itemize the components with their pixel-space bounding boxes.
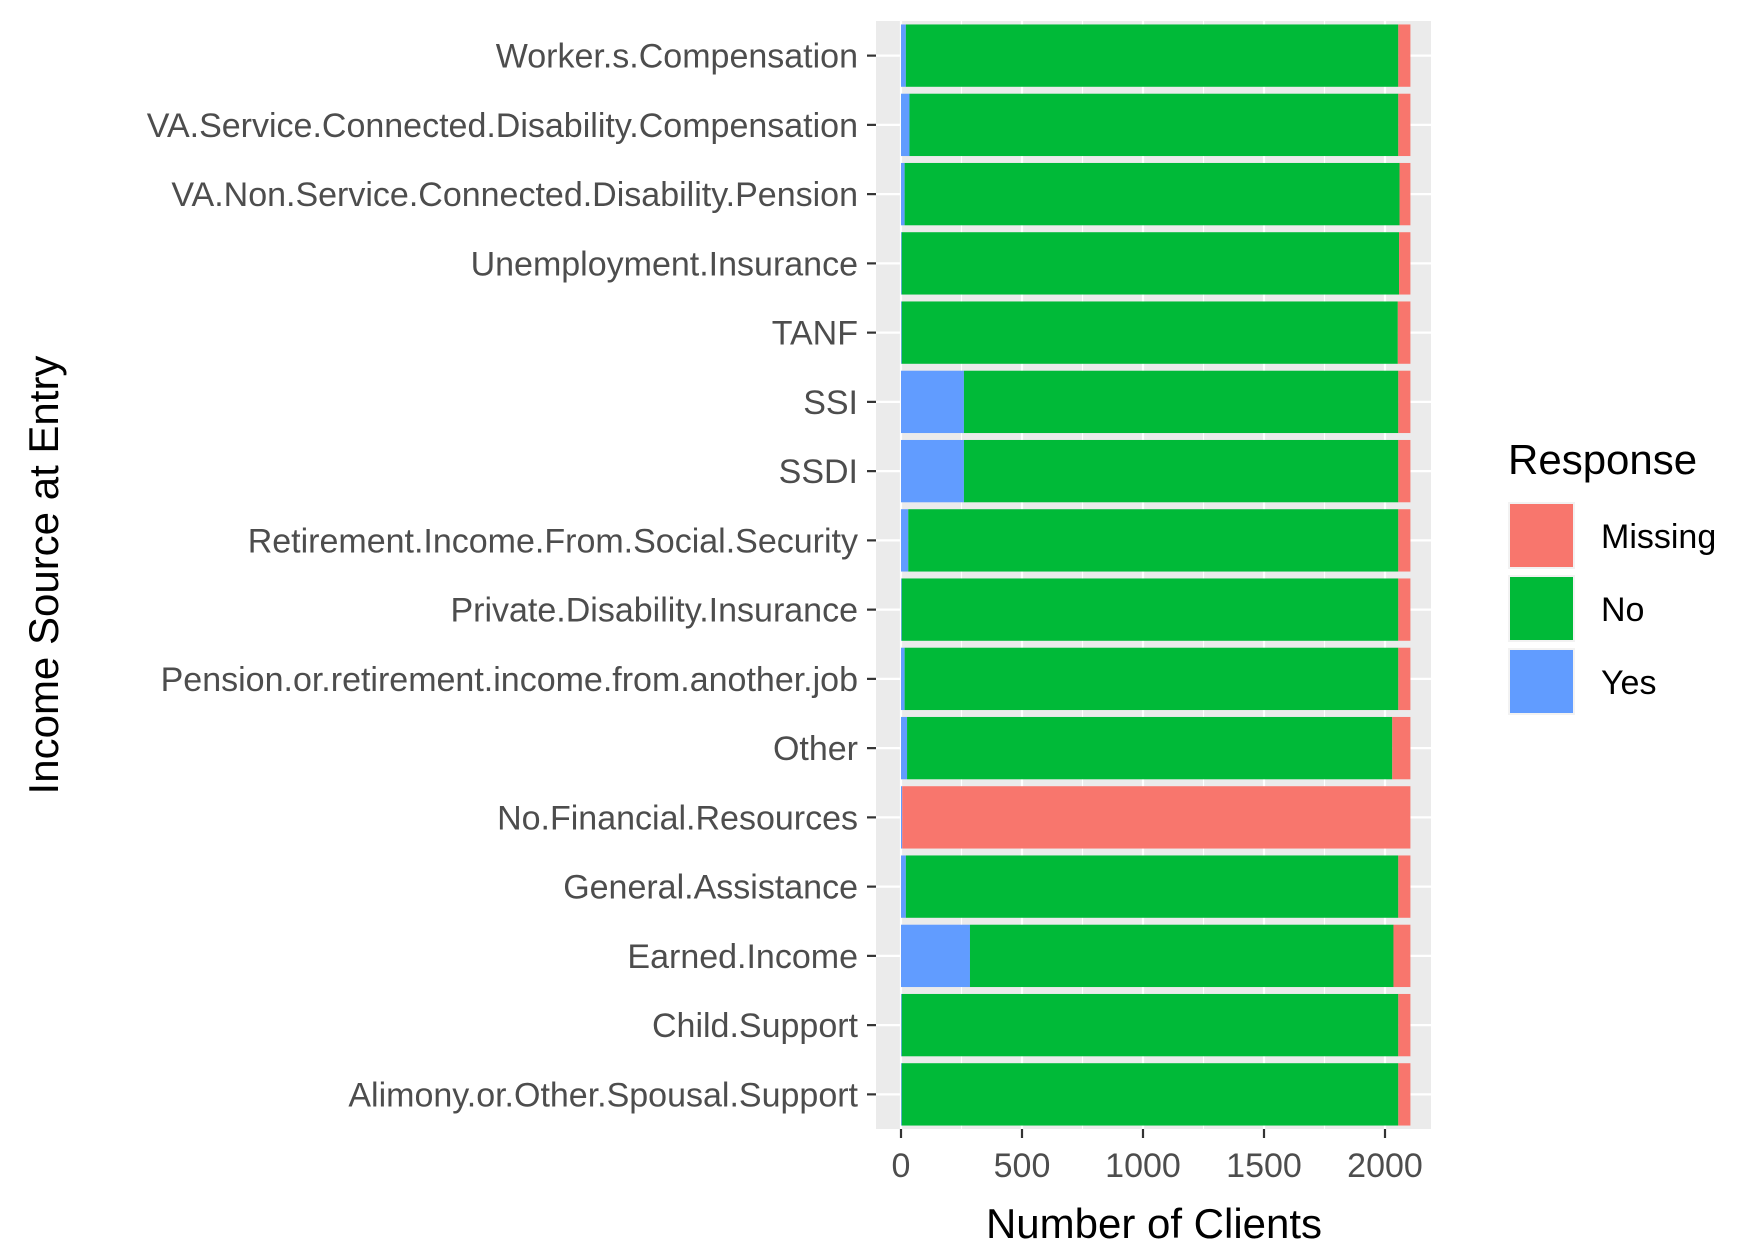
x-axis-title: Number of Clients (986, 1200, 1322, 1247)
bar-missing-worker-s-compensation (1398, 24, 1411, 87)
bar-no-retirement-income-from-social-security (908, 509, 1399, 572)
bar-no-worker-s-compensation (905, 24, 1399, 87)
legend-label-no: No (1601, 591, 1644, 629)
bar-missing-va-non-service-connected-disability-pension (1399, 162, 1411, 226)
category-label: Earned.Income (627, 938, 858, 976)
category-label: SSI (803, 384, 858, 422)
bar-yes-pension-or-retirement-income-from-another-job (901, 647, 905, 711)
bar-missing-unemployment-insurance (1399, 232, 1411, 295)
bar-missing-other (1392, 716, 1411, 780)
bar-no-general-assistance (905, 855, 1399, 918)
x-tick-label: 1500 (1226, 1147, 1302, 1185)
bar-no-tanf (901, 301, 1398, 364)
bar-missing-ssi (1398, 370, 1411, 434)
bar-missing-earned-income (1393, 924, 1411, 988)
x-tick-label: 2000 (1347, 1147, 1423, 1185)
bar-yes-no-financial-resources (901, 786, 903, 849)
bar-no-private-disability-insurance (901, 578, 1399, 641)
bar-no-va-service-connected-disability-compensation (909, 93, 1399, 157)
bar-no-alimony-or-other-spousal-support (901, 1063, 1399, 1126)
category-label: Unemployment.Insurance (471, 245, 858, 283)
bar-missing-ssdi (1398, 439, 1411, 503)
bar-no-ssi (963, 370, 1399, 434)
category-label: Other (773, 730, 858, 768)
bar-yes-private-disability-insurance (901, 578, 902, 641)
bar-missing-general-assistance (1398, 855, 1411, 918)
x-tick-label: 500 (994, 1147, 1051, 1185)
bars (901, 24, 1411, 1126)
bar-missing-tanf (1397, 301, 1411, 364)
x-tick-label: 1000 (1105, 1147, 1181, 1185)
bar-missing-child-support (1398, 993, 1411, 1057)
legend-swatch-missing (1510, 504, 1573, 567)
bar-missing-va-service-connected-disability-compensation (1398, 93, 1411, 157)
bar-missing-retirement-income-from-social-security (1398, 509, 1411, 572)
bar-no-va-non-service-connected-disability-pension (904, 162, 1400, 226)
bar-no-child-support (901, 993, 1399, 1057)
bar-yes-child-support (901, 993, 902, 1057)
category-label: VA.Service.Connected.Disability.Compensa… (147, 107, 858, 145)
legend-swatch-no (1510, 577, 1573, 640)
y-axis-title: Income Source at Entry (20, 356, 67, 795)
bar-yes-tanf (901, 301, 902, 364)
bar-yes-other (901, 716, 908, 780)
bar-yes-retirement-income-from-social-security (901, 509, 909, 572)
bar-yes-ssi (901, 370, 964, 434)
category-label: Alimony.or.Other.Spousal.Support (348, 1076, 858, 1114)
bar-yes-unemployment-insurance (901, 232, 902, 295)
category-label: Retirement.Income.From.Social.Security (248, 522, 858, 560)
category-label: General.Assistance (563, 869, 858, 907)
legend-label-yes: Yes (1601, 664, 1656, 702)
bar-no-other (907, 716, 1393, 780)
legend: Response Missing No Yes (1508, 436, 1716, 715)
legend-title: Response (1508, 436, 1697, 483)
x-axis: 0 500 1000 1500 2000 (892, 1129, 1423, 1185)
bar-no-pension-or-retirement-income-from-another-job (904, 647, 1399, 711)
bar-yes-worker-s-compensation (901, 24, 906, 87)
legend-items: Missing No Yes (1508, 502, 1716, 715)
bar-missing-no-financial-resources (902, 786, 1411, 849)
bar-yes-va-non-service-connected-disability-pension (901, 162, 905, 226)
bar-yes-ssdi (901, 439, 964, 503)
category-label: Worker.s.Compensation (496, 38, 858, 76)
bar-yes-general-assistance (901, 855, 906, 918)
bar-missing-pension-or-retirement-income-from-another-job (1398, 647, 1411, 711)
category-label: TANF (772, 315, 858, 353)
x-tick-label: 0 (892, 1147, 911, 1185)
bar-missing-alimony-or-other-spousal-support (1398, 1063, 1411, 1126)
bar-yes-va-service-connected-disability-compensation (901, 93, 910, 157)
legend-label-missing: Missing (1601, 518, 1716, 556)
bar-no-earned-income (969, 924, 1394, 988)
bar-yes-alimony-or-other-spousal-support (901, 1063, 902, 1126)
category-label: Private.Disability.Insurance (450, 592, 858, 630)
category-label: Child.Support (652, 1007, 859, 1045)
bar-no-unemployment-insurance (901, 232, 1400, 295)
bar-missing-private-disability-insurance (1398, 578, 1411, 641)
category-label: SSDI (779, 453, 858, 491)
legend-swatch-yes (1510, 650, 1573, 713)
y-axis: Worker.s.Compensation VA.Service.Connecte… (147, 38, 876, 1114)
bar-no-ssdi (963, 439, 1399, 503)
bar-yes-earned-income (901, 924, 970, 988)
category-label: VA.Non.Service.Connected.Disability.Pens… (171, 176, 858, 214)
category-label: No.Financial.Resources (497, 799, 858, 837)
category-label: Pension.or.retirement.income.from.anothe… (161, 661, 858, 699)
